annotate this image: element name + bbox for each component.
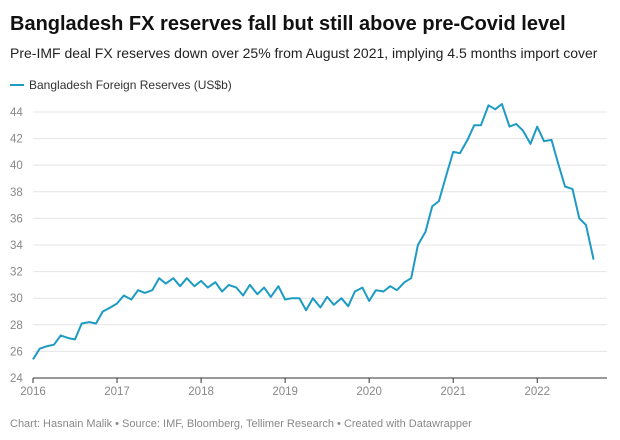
y-tick-label: 32 bbox=[10, 267, 23, 279]
source-note: Chart: Hasnain Malik • Source: IMF, Bloo… bbox=[10, 418, 472, 430]
x-tick-label: 2016 bbox=[20, 386, 46, 398]
y-tick-label: 34 bbox=[10, 240, 23, 252]
series-line bbox=[32, 103, 595, 360]
chart-title: Bangladesh FX reserves fall but still ab… bbox=[10, 13, 566, 35]
x-tick-label: 2018 bbox=[188, 386, 214, 398]
y-tick-label: 30 bbox=[10, 293, 23, 305]
x-tick-label: 2019 bbox=[272, 386, 298, 398]
y-tick-label: 42 bbox=[10, 134, 23, 146]
x-tick-label: 2022 bbox=[524, 386, 550, 398]
x-tick-label: 2017 bbox=[104, 386, 130, 398]
y-tick-label: 26 bbox=[10, 346, 23, 358]
y-tick-label: 40 bbox=[10, 160, 23, 172]
y-tick-label: 44 bbox=[10, 107, 23, 119]
x-tick-label: 2021 bbox=[440, 386, 466, 398]
x-tick-label: 2020 bbox=[356, 386, 382, 398]
y-tick-label: 28 bbox=[10, 320, 23, 332]
y-tick-label: 24 bbox=[10, 373, 23, 385]
y-tick-label: 38 bbox=[10, 187, 23, 199]
y-tick-label: 36 bbox=[10, 213, 23, 225]
legend-label: Bangladesh Foreign Reserves (US$b) bbox=[29, 78, 232, 92]
chart-subtitle: Pre-IMF deal FX reserves down over 25% f… bbox=[10, 45, 598, 61]
